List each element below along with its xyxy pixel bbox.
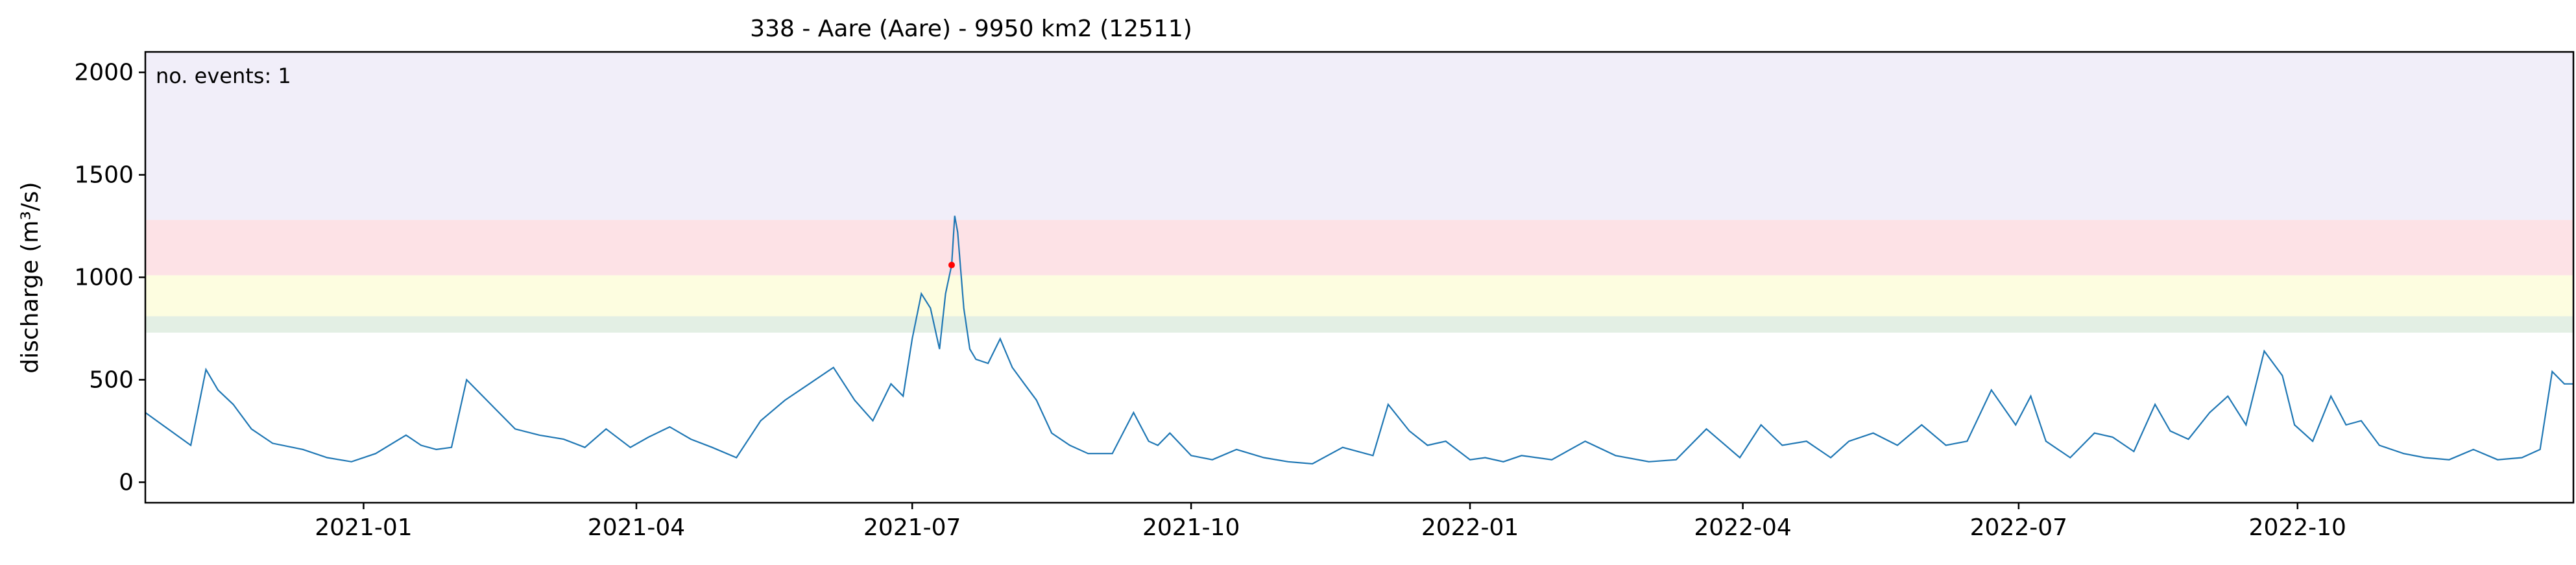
x-tick-label: 2021-04 bbox=[588, 514, 685, 541]
x-tick-label: 2022-01 bbox=[1421, 514, 1519, 541]
events-annotation: no. events: 1 bbox=[156, 64, 291, 88]
chart-title: 338 - Aare (Aare) - 9950 km2 (12511) bbox=[750, 16, 1192, 42]
x-tick-label: 2021-10 bbox=[1142, 514, 1240, 541]
x-tick-label: 2021-01 bbox=[315, 514, 412, 541]
threshold-band-3 bbox=[145, 52, 2573, 221]
event-markers bbox=[948, 261, 955, 269]
y-tick-label: 0 bbox=[119, 469, 134, 496]
x-tick-label: 2021-07 bbox=[863, 514, 961, 541]
y-axis-label: discharge (m³/s) bbox=[17, 182, 43, 373]
threshold-band-0 bbox=[145, 316, 2573, 333]
threshold-band-1 bbox=[145, 275, 2573, 317]
y-tick-label: 2000 bbox=[74, 60, 134, 86]
x-tick-label: 2022-04 bbox=[1694, 514, 1791, 541]
plot-frame bbox=[144, 51, 2575, 504]
y-tick-label: 500 bbox=[89, 367, 134, 393]
threshold-bands bbox=[145, 52, 2573, 333]
event-marker bbox=[948, 261, 955, 269]
y-tick-label: 1500 bbox=[74, 162, 134, 189]
threshold-band-2 bbox=[145, 220, 2573, 276]
x-tick-label: 2022-07 bbox=[1970, 514, 2067, 541]
discharge-series-line bbox=[145, 215, 2573, 465]
x-tick-label: 2022-10 bbox=[2249, 514, 2346, 541]
y-tick-label: 1000 bbox=[74, 265, 134, 291]
y-axis-ticks: 0 500 1000 1500 2000 bbox=[74, 60, 145, 496]
x-axis-ticks: 2021-01 2021-04 2021-07 2021-10 2022-01 2022-… bbox=[315, 503, 2346, 541]
